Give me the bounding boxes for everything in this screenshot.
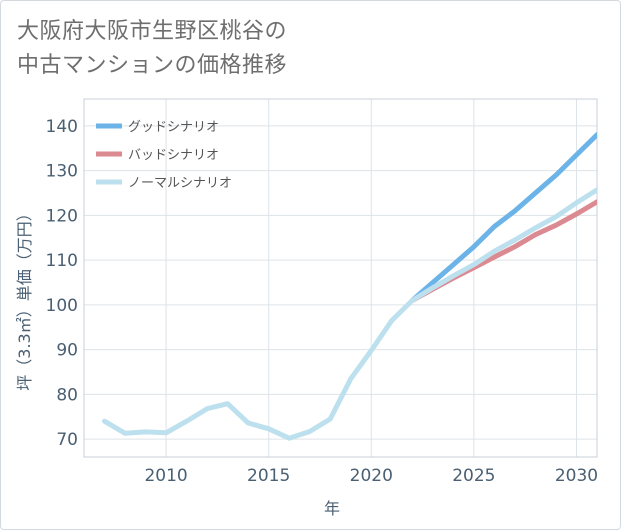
- y-tick-label: 130: [46, 162, 78, 182]
- legend-label: ノーマルシナリオ: [128, 176, 232, 191]
- legend-label: グッドシナリオ: [128, 120, 219, 135]
- chart-title: 大阪府大阪市生野区桃谷の 中古マンションの価格推移: [17, 15, 287, 83]
- y-tick-label: 90: [56, 341, 78, 361]
- series-lines: [102, 132, 597, 441]
- y-tick-label: 100: [46, 296, 78, 316]
- y-tick-label: 110: [46, 251, 78, 271]
- y-tick-label: 80: [56, 385, 78, 405]
- y-tick-label: 70: [56, 430, 78, 450]
- series-line-3: [102, 187, 597, 441]
- plot-frame: [83, 98, 598, 458]
- chart-title-line-2: 中古マンションの価格推移: [17, 53, 288, 78]
- y-axis-label: 坪（3.3㎡）単価（万円）: [15, 205, 34, 390]
- grid-lines: [84, 99, 597, 457]
- x-tick-label: 2030: [555, 466, 598, 486]
- chart-title-line-1: 大阪府大阪市生野区桃谷の: [17, 19, 288, 44]
- x-axis-label: 年: [324, 499, 340, 518]
- y-axis-ticks: 70 80 90 100 110 120 130 140: [46, 117, 78, 450]
- legend-label: バッドシナリオ: [128, 148, 219, 163]
- x-tick-label: 2020: [350, 466, 393, 486]
- x-tick-label: 2010: [144, 466, 187, 486]
- x-tick-label: 2015: [247, 466, 290, 486]
- y-tick-label: 120: [46, 206, 78, 226]
- series-line-1: [409, 132, 597, 303]
- x-axis-ticks: 2010 2015 2020 2025 2030: [144, 466, 598, 486]
- x-tick-label: 2025: [452, 466, 495, 486]
- y-tick-label: 140: [46, 117, 78, 137]
